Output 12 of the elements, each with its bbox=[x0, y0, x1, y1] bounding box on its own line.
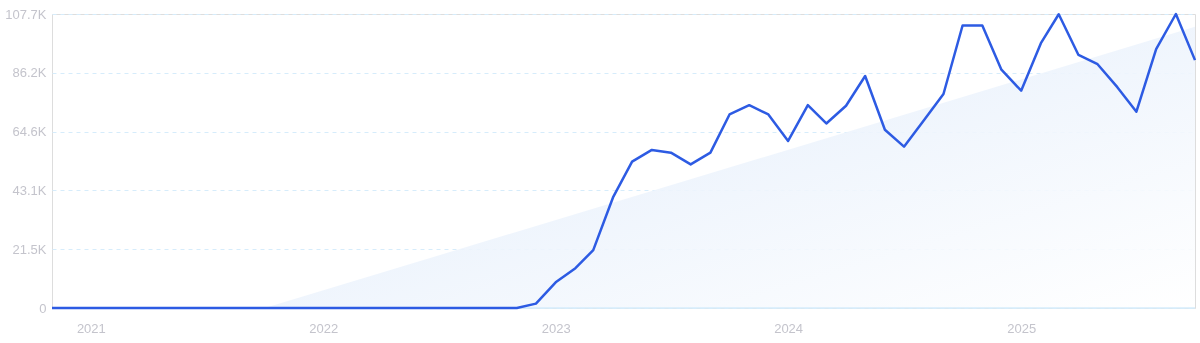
y-tick-label: 43.1K bbox=[12, 182, 47, 198]
y-tick-label: 86.2K bbox=[12, 65, 47, 81]
x-tick-label: 2023 bbox=[541, 320, 571, 336]
x-tick-label: 2024 bbox=[774, 320, 804, 336]
x-tick-label: 2021 bbox=[76, 320, 106, 336]
y-tick-label: 0 bbox=[39, 300, 47, 316]
y-tick-label: 64.6K bbox=[12, 124, 47, 140]
line-series bbox=[50, 12, 1197, 310]
x-tick-label: 2022 bbox=[309, 320, 339, 336]
y-tick-label: 21.5K bbox=[12, 241, 47, 257]
y-tick-label: 107.7K bbox=[5, 6, 47, 22]
x-tick-label: 2025 bbox=[1007, 320, 1037, 336]
